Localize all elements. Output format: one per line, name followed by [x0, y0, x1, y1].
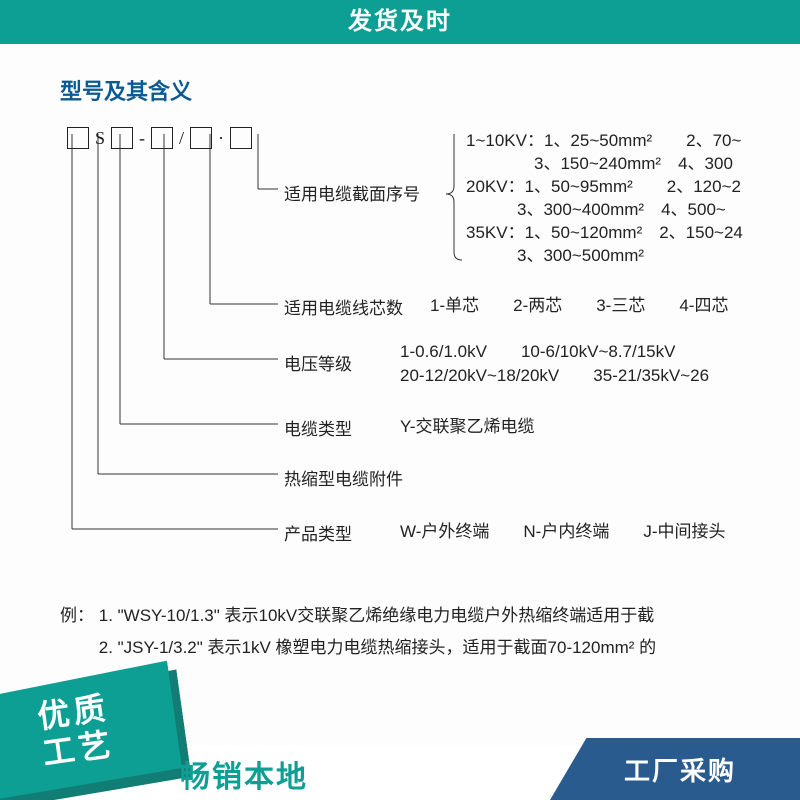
marketing-bottom-left: 畅销本地	[180, 752, 308, 796]
schema-box-2	[111, 127, 133, 149]
top-banner: 发货及时	[0, 0, 800, 44]
section-title: 型号及其含义	[60, 74, 790, 106]
schema-dot: ·	[218, 128, 224, 149]
schema-box-1	[67, 127, 89, 149]
value-seq: 1~10KV：1、25~50mm² 2、70~ 3、150~240mm² 4、3…	[466, 130, 743, 268]
value-product: W-户外终端 N-户内终端 J-中间接头	[400, 520, 726, 544]
value-seq-l4: 35KV：1、50~120mm² 2、150~24	[466, 222, 743, 245]
schema-dash: -	[139, 128, 145, 149]
label-voltage: 电压等级	[284, 350, 352, 375]
example-prefix: 例：	[60, 606, 94, 625]
value-seq-l1: 3、150~240mm² 4、300	[466, 153, 743, 176]
value-voltage: 1-0.6/1.0kV 10-6/10kV~8.7/15kV 20-12/20k…	[400, 340, 709, 388]
badge-quality: 优质 工艺	[0, 661, 183, 800]
value-voltage-l1: 1-0.6/1.0kV 10-6/10kV~8.7/15kV	[400, 340, 709, 364]
value-seq-l0: 1~10KV：1、25~50mm² 2、70~	[466, 130, 743, 153]
value-cores: 1-单芯 2-两芯 3-三芯 4-四芯	[430, 294, 728, 318]
schema-box-4	[190, 127, 212, 149]
example-line-1: 1. "WSY-10/1.3" 表示10kV交联聚乙烯绝缘电力电缆户外热缩终端适…	[99, 606, 655, 625]
schema-slash: /	[179, 128, 184, 149]
example-line-2: 2. "JSY-1/3.2" 表示1kV 橡塑电力电缆热缩接头，适用于截面70-…	[99, 638, 656, 657]
value-voltage-l2: 20-12/20kV~18/20kV 35-21/35kV~26	[400, 364, 709, 388]
ribbon-bottom-right: 工厂采购	[550, 738, 800, 800]
example-block: 例： 1. "WSY-10/1.3" 表示10kV交联聚乙烯绝缘电力电缆户外热缩…	[60, 600, 800, 665]
value-seq-l2: 20KV：1、50~95mm² 2、120~2	[466, 176, 743, 199]
label-product: 产品类型	[284, 520, 352, 545]
schema-letter-s: S	[95, 128, 105, 149]
ribbon-text: 工厂采购	[550, 738, 800, 800]
schema-box-5	[230, 127, 252, 149]
label-shrink: 热缩型电缆附件	[284, 465, 403, 490]
page-root: 发货及时 型号及其含义 S - / ·	[0, 0, 800, 800]
value-cable-type: Y-交联聚乙烯电缆	[400, 415, 534, 439]
value-seq-l3: 3、300~400mm² 4、500~	[466, 199, 743, 222]
label-cores: 适用电缆线芯数	[284, 294, 403, 319]
label-seq: 适用电缆截面序号	[284, 180, 420, 205]
schema-box-3	[151, 127, 173, 149]
label-cable-type: 电缆类型	[284, 415, 352, 440]
value-seq-l5: 3、300~500mm²	[466, 245, 743, 268]
